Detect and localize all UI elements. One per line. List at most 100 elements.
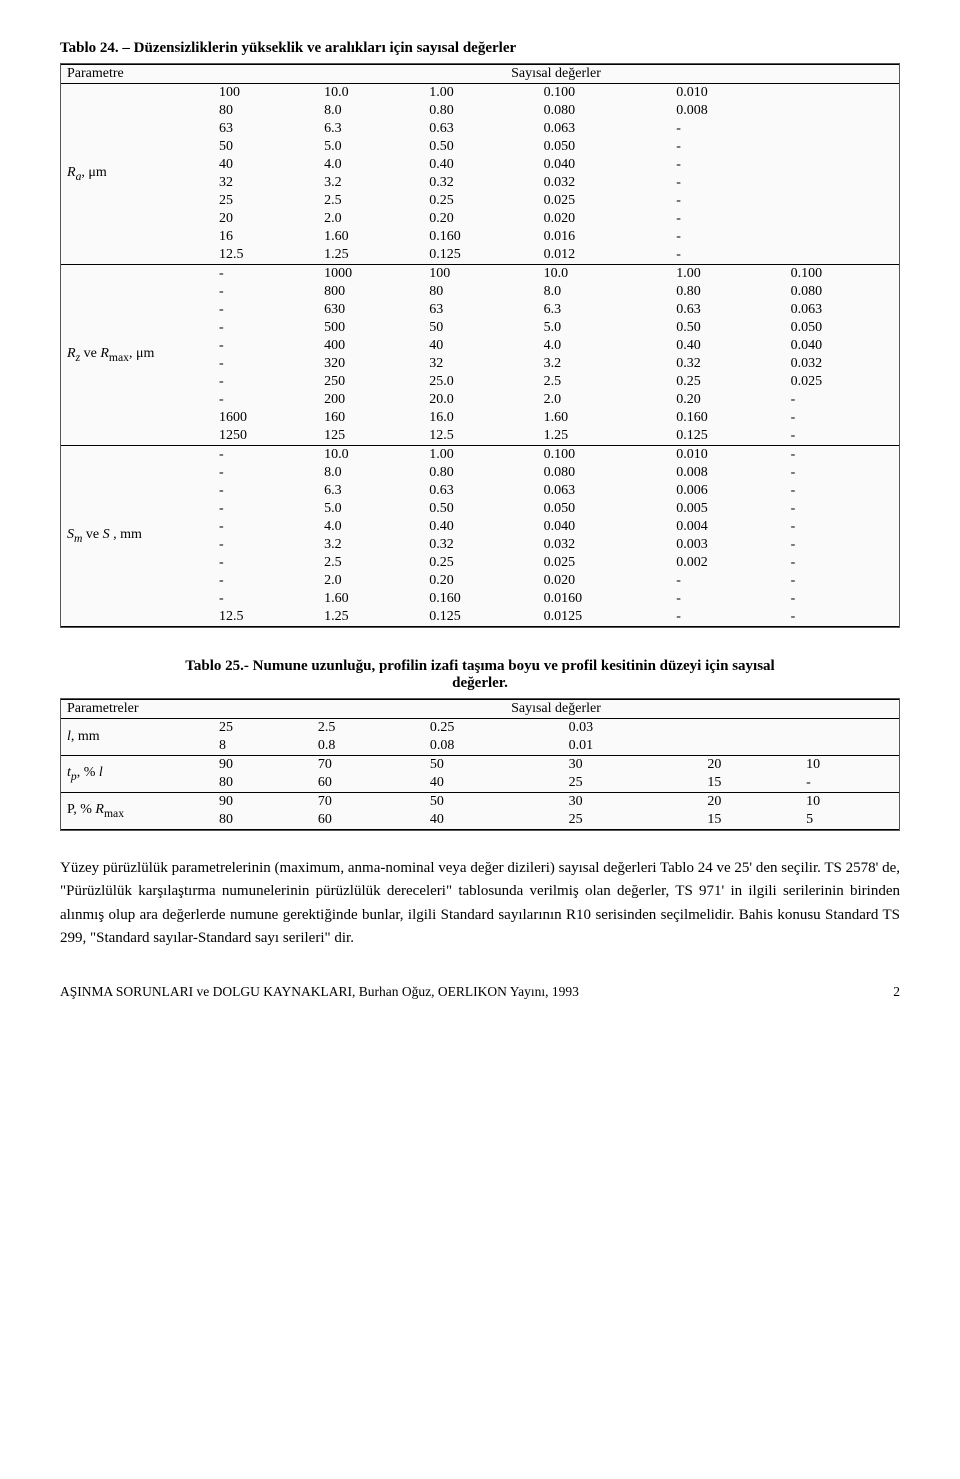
table-row: Rz ve Rmax, μm-100010010.01.000.100 [61, 265, 899, 284]
table-24-container: Parametre Sayısal değerler Ra, μm10010.0… [60, 63, 900, 628]
table-cell: 0.008 [670, 102, 784, 120]
caption-table-24: Tablo 24. – Düzensizliklerin yükseklik v… [60, 40, 900, 57]
table-cell [785, 174, 899, 192]
table-cell: 0.016 [538, 228, 671, 246]
table-cell: 70 [312, 793, 424, 812]
table-cell: 4.0 [318, 156, 423, 174]
table-cell: 0.63 [423, 482, 537, 500]
table-cell: 0.080 [538, 464, 671, 482]
table-cell: 80 [213, 811, 312, 830]
table-cell: 15 [701, 774, 800, 793]
table-cell: 125 [318, 427, 423, 446]
table-24: Parametre Sayısal değerler Ra, μm10010.0… [61, 64, 899, 627]
table-cell: - [785, 482, 899, 500]
table-cell: 12.5 [423, 427, 537, 446]
table-cell: - [800, 774, 899, 793]
table-cell: 2.5 [538, 373, 671, 391]
table-cell: 0.125 [423, 608, 537, 627]
table-cell: 32 [213, 174, 318, 192]
param-label: l, mm [61, 719, 213, 756]
table-cell [785, 138, 899, 156]
table-cell: 10.0 [538, 265, 671, 284]
table-cell: 0.32 [423, 174, 537, 192]
table-cell: 40 [213, 156, 318, 174]
table-cell: 50 [423, 319, 537, 337]
table-cell: 25 [563, 774, 702, 793]
table-cell: 63 [213, 120, 318, 138]
table-cell: 0.0125 [538, 608, 671, 627]
table-cell: 0.40 [423, 518, 537, 536]
table-cell: 250 [318, 373, 423, 391]
table-cell: 0.006 [670, 482, 784, 500]
table-cell: - [670, 192, 784, 210]
table-cell: 0.063 [538, 482, 671, 500]
table-cell: 25.0 [423, 373, 537, 391]
table-row: Ra, μm10010.01.000.1000.010 [61, 84, 899, 103]
caption-table-25: Tablo 25.- Numune uzunluğu, profilin iza… [60, 658, 900, 692]
table-cell: 0.32 [423, 536, 537, 554]
table-cell: 12.5 [213, 246, 318, 265]
table-cell: 0.025 [538, 192, 671, 210]
table-cell: 0.0160 [538, 590, 671, 608]
table-cell: 0.032 [538, 536, 671, 554]
table-cell: 0.160 [423, 590, 537, 608]
param-label: Sm ve S , mm [61, 446, 213, 627]
param-label: Rz ve Rmax, μm [61, 265, 213, 446]
param-label: Ra, μm [61, 84, 213, 265]
table-cell: - [213, 301, 318, 319]
table-cell: - [670, 210, 784, 228]
table-cell: 1250 [213, 427, 318, 446]
table-cell: 2.0 [538, 391, 671, 409]
table-cell: 0.80 [423, 464, 537, 482]
table-cell: 0.040 [538, 156, 671, 174]
table-cell: 0.20 [423, 210, 537, 228]
table-cell: 0.050 [538, 138, 671, 156]
table-row: Sm ve S , mm-10.01.000.1000.010- [61, 446, 899, 465]
table-cell: - [670, 572, 784, 590]
table-cell [785, 156, 899, 174]
table-cell: 8.0 [318, 102, 423, 120]
table-cell: - [213, 590, 318, 608]
table-cell: 0.050 [538, 500, 671, 518]
table-cell: 20.0 [423, 391, 537, 409]
table-cell: - [213, 572, 318, 590]
table-cell: - [670, 246, 784, 265]
table-cell: 10.0 [318, 84, 423, 103]
table-cell: 0.080 [785, 283, 899, 301]
table-cell: - [785, 590, 899, 608]
table-cell: 5 [800, 811, 899, 830]
table-cell: 5.0 [318, 500, 423, 518]
table-cell: 12.5 [213, 608, 318, 627]
table-cell: 0.032 [785, 355, 899, 373]
table-cell: 0.25 [670, 373, 784, 391]
table-cell: 30 [563, 793, 702, 812]
table-cell: - [213, 536, 318, 554]
table-cell: 8 [213, 737, 312, 756]
table-cell: 80 [213, 102, 318, 120]
table-cell: 0.32 [670, 355, 784, 373]
table-cell: 0.40 [670, 337, 784, 355]
table-cell: 0.25 [423, 192, 537, 210]
body-paragraph: Yüzey pürüzlülük parametrelerinin (maxim… [60, 857, 900, 950]
table-cell: 0.040 [785, 337, 899, 355]
table-cell [785, 120, 899, 138]
table-cell: - [785, 572, 899, 590]
table-cell: 3.2 [318, 174, 423, 192]
table-cell [800, 737, 899, 756]
table-cell: - [213, 355, 318, 373]
table-cell: 0.25 [424, 719, 563, 738]
table-cell: 10.0 [318, 446, 423, 465]
table-cell: 1.00 [423, 84, 537, 103]
page-footer: AŞINMA SORUNLARI ve DOLGU KAYNAKLARI, Bu… [60, 984, 900, 1000]
table-cell: 40 [423, 337, 537, 355]
table-cell: 0.160 [670, 409, 784, 427]
table-cell: - [785, 608, 899, 627]
table-cell: 80 [423, 283, 537, 301]
table-cell: - [213, 500, 318, 518]
table-cell [785, 246, 899, 265]
table-cell: 4.0 [538, 337, 671, 355]
table-cell: 5.0 [538, 319, 671, 337]
table-cell: 25 [213, 192, 318, 210]
table-cell: 2.5 [318, 192, 423, 210]
table-cell: 1.25 [318, 608, 423, 627]
